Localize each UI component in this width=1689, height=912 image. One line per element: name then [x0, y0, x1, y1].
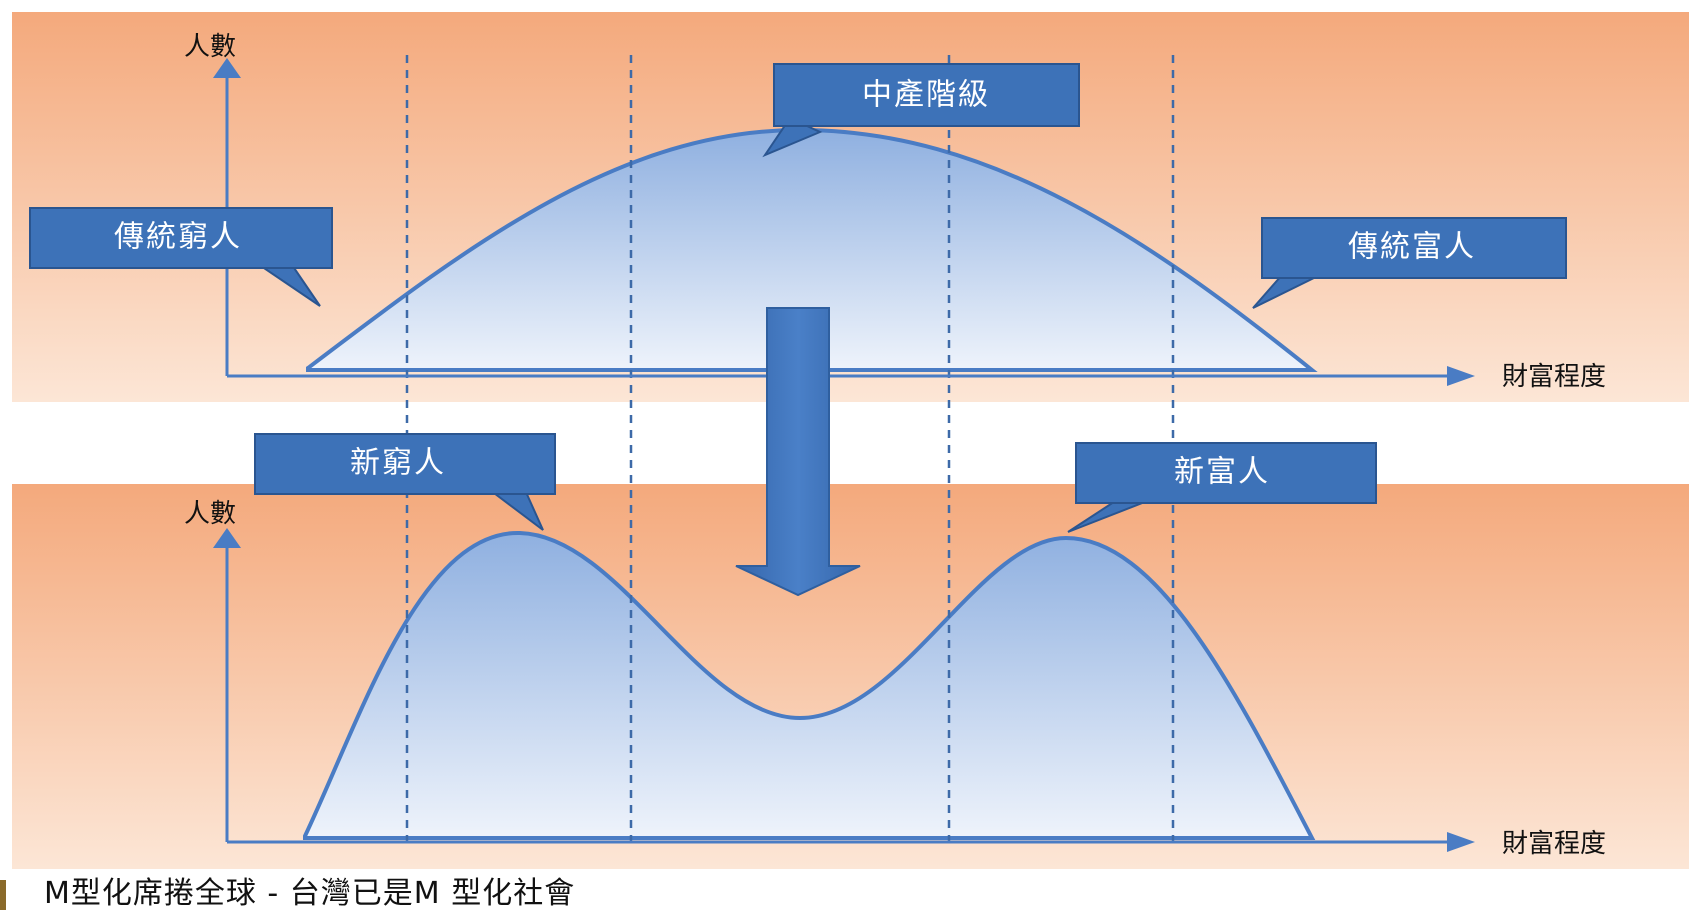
callout-new-rich: 新富人: [1067, 442, 1377, 533]
callout-traditional-poor: 傳統窮人: [29, 207, 333, 307]
top-x-axis-label: 財富程度: [1502, 362, 1606, 392]
callout-new-poor-label: 新窮人: [350, 446, 446, 481]
callout-new-rich-label: 新富人: [1174, 455, 1270, 490]
callout-middle-class-label: 中產階級: [862, 78, 990, 113]
bottom-x-axis-arrowhead: [1447, 832, 1475, 852]
bottom-y-axis-label: 人數: [184, 499, 236, 529]
top-x-axis-arrowhead: [1447, 366, 1475, 386]
transition-down-arrow: [735, 307, 861, 597]
top-y-axis-label: 人數: [184, 32, 236, 62]
diagram-caption: M型化席捲全球 - 台灣已是M 型化社會: [44, 876, 576, 911]
callout-middle-class: 中產階級: [762, 63, 1080, 158]
callout-traditional-poor-label: 傳統窮人: [114, 220, 242, 255]
top-y-axis-arrowhead: [213, 58, 241, 78]
bottom-y-axis-arrowhead: [213, 528, 241, 548]
bottom-x-axis-label: 財富程度: [1502, 829, 1606, 859]
callout-new-poor: 新窮人: [254, 433, 556, 531]
left-edge-strip: [0, 880, 6, 910]
bottom-axes: [213, 528, 1475, 852]
callout-traditional-rich: 傳統富人: [1252, 217, 1567, 309]
callout-traditional-rich-label: 傳統富人: [1348, 230, 1476, 265]
bottom-m-curve: [303, 530, 1316, 840]
